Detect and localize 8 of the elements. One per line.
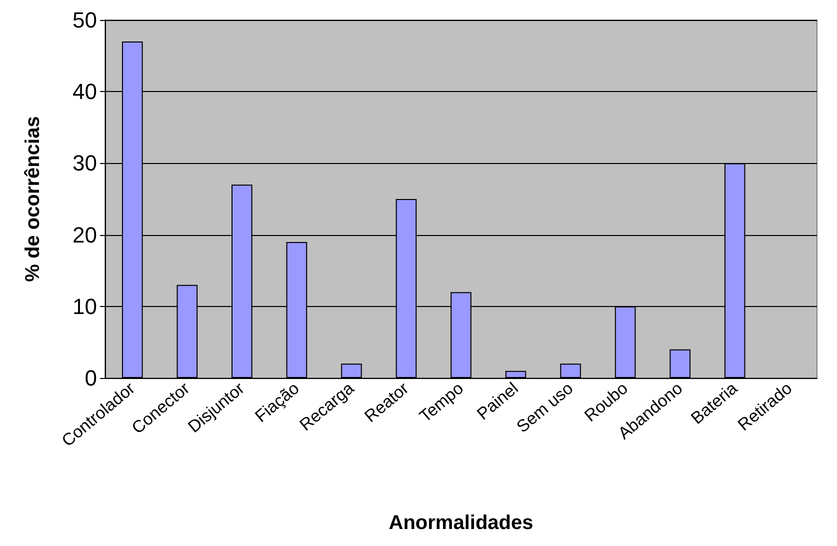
y-axis-title: % de ocorrências [22,116,44,282]
y-tick-label: 50 [72,8,97,32]
y-tick-label: 40 [72,79,97,104]
y-tick-label: 0 [84,366,97,390]
y-tick-label: 30 [72,150,97,176]
y-tick-label: 20 [72,222,97,248]
x-axis-title: Anormalidades [388,512,534,534]
y-tick-label: 10 [72,294,97,319]
